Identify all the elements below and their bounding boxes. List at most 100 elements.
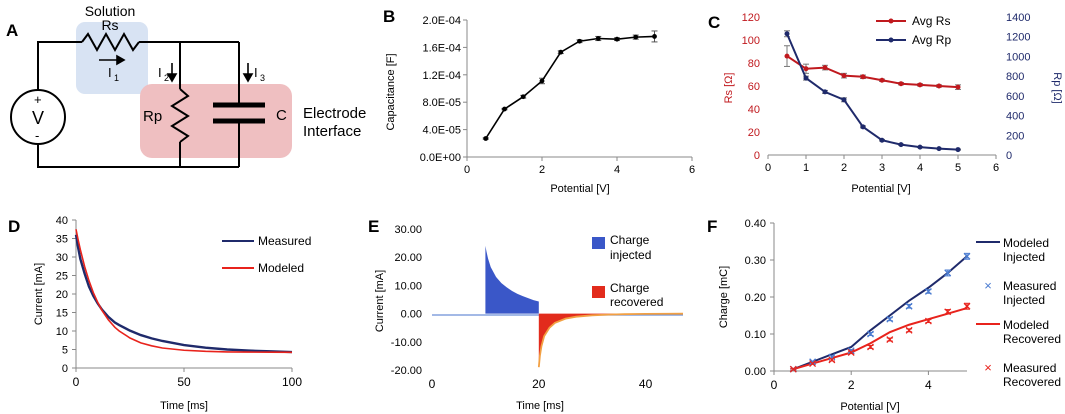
c-rp-data-point-1	[803, 75, 809, 81]
c-rp-series-line	[786, 33, 959, 151]
f-y-tick-label-4: 0.40	[745, 218, 766, 230]
f-measured-injected-marker-2-stroke-b	[828, 353, 836, 361]
c-right-tick-label-5: 1000	[1006, 51, 1030, 63]
c-rp-data-point-7	[917, 144, 923, 150]
e-x-tick-label-0: 0	[429, 377, 436, 391]
f-measured-injected-marker-7	[924, 287, 932, 295]
d-y-axis-label: Current [mA]	[33, 263, 45, 325]
f-measured-injected-marker-1	[809, 358, 817, 366]
b-y-axis-label: Capacitance [F]	[385, 53, 397, 130]
f-measured-injected-marker-8	[944, 269, 952, 277]
c-right-tick-label-3: 600	[1006, 91, 1024, 103]
capacitor-label: C	[276, 107, 287, 124]
f-measured-recovered-marker-1-stroke-b	[809, 360, 817, 368]
panel-f-charge-chart: F Charge [mC] Potential [V] 0.00 0.10 0.20…	[707, 217, 1061, 413]
interface-label-line1: Electrode	[303, 105, 366, 122]
f-y-tick-label-1: 0.10	[745, 329, 766, 341]
f-measured-injected-marker-6	[905, 302, 913, 310]
f-x-tick-label-2: 4	[925, 378, 932, 392]
rs-resistor-symbol	[81, 31, 140, 53]
f-measured-recovered-marker-8	[944, 308, 952, 316]
e-recovered-edge-line	[537, 312, 684, 368]
d-x-axis-label: Time [ms]	[160, 400, 208, 412]
f-measured-recovered-marker-7	[924, 317, 932, 325]
c-left-tick-label-5: 100	[742, 35, 760, 47]
e-y-tick-label-1: -10.00	[391, 337, 422, 349]
c-left-axis-label: Rs [Ω]	[723, 73, 735, 104]
f-measured-injected-marker-3	[847, 347, 855, 355]
e-legend-recovered-line2: recovered	[610, 295, 663, 309]
b-data-point-2	[520, 94, 526, 100]
d-y-tick-label-6: 30	[56, 252, 68, 264]
f-modeled-injected-line	[792, 255, 968, 371]
b-y-tick-label-1: 4.0E-05	[422, 125, 461, 137]
c-rs-data-point-9	[955, 84, 961, 90]
panel-b-capacitance-chart: B Capacitance [F] Potential [V] 0.0E+00 4…	[383, 7, 695, 195]
f-legend-measured-injected-marker: ×	[984, 278, 992, 293]
c-x-axis-label: Potential [V]	[851, 183, 910, 195]
f-measured-recovered-marker-5	[886, 336, 894, 344]
b-data-point-0	[483, 136, 489, 141]
c-left-tick-label-0: 0	[754, 150, 760, 162]
d-legend-measured-label: Measured	[258, 234, 311, 248]
e-y-axis-label: Current [mA]	[374, 270, 386, 332]
panel-c-resistance-chart: C Rs [Ω] Rp [Ω] Potential [V] 0204060801…	[708, 12, 1063, 195]
d-y-tick-label-2: 10	[56, 326, 68, 338]
i1-arrow-head	[116, 54, 126, 66]
rp-resistor-symbol	[170, 88, 190, 143]
i3-arrow-head	[242, 73, 254, 83]
f-y-tick-label-2: 0.20	[745, 292, 766, 304]
b-y-tick-label-5: 2.0E-04	[422, 15, 461, 27]
c-left-tick-label-6: 120	[742, 12, 760, 24]
e-injected-area	[485, 245, 539, 314]
source-plus-sign: +	[34, 92, 42, 107]
c-x-tick-label-2: 2	[841, 162, 847, 174]
f-measured-injected-marker-2	[828, 353, 836, 361]
f-measured-recovered-marker-3	[847, 349, 855, 356]
i1-subscript: 1	[114, 73, 119, 83]
f-measured-injected-marker-9-stroke-b	[963, 252, 971, 260]
f-legend-measured-injected-line2: Injected	[1003, 293, 1045, 307]
b-x-tick-label-0: 0	[464, 164, 470, 176]
panel-d-current-chart: D Current [mA] Time [ms] 0 5 10 15 20 25 30 35 4…	[8, 215, 311, 412]
c-legend: Avg Rs Avg Rp	[876, 14, 951, 47]
f-legend-measured-recovered-line2: Recovered	[1003, 375, 1061, 389]
f-measured-recovered-marker-1	[809, 360, 817, 368]
i2-arrow-head	[166, 73, 178, 83]
f-legend-measured-recovered-line1: Measured	[1003, 361, 1056, 375]
c-right-tick-label-2: 400	[1006, 111, 1024, 123]
f-measured-recovered-marker-3-stroke-b	[847, 349, 855, 356]
f-measured-injected-marker-1-stroke-b	[809, 358, 817, 366]
i2-subscript: 2	[164, 73, 169, 83]
c-left-tick-label-1: 20	[748, 127, 760, 139]
panel-a-circuit: A Solution Rs I 1 I 2 I 3 + V - Rp C Ele…	[6, 3, 366, 168]
c-rs-data-point-0	[784, 53, 790, 59]
b-x-axis-label: Potential [V]	[550, 183, 609, 195]
voltage-source-symbol	[10, 89, 66, 145]
f-measured-recovered-marker-6-stroke-b	[905, 326, 913, 334]
b-y-tick-label-2: 8.0E-05	[422, 97, 461, 109]
b-x-tick-label-3: 6	[689, 164, 695, 176]
c-right-tick-label-7: 1400	[1006, 12, 1030, 24]
interface-label-line2: Interface	[303, 123, 361, 140]
f-legend-modeled-injected-line2: Injected	[1003, 250, 1045, 264]
b-y-tick-label-0: 0.0E+00	[420, 152, 461, 164]
f-measured-injected-marker-5-stroke-b	[886, 315, 894, 323]
f-x-tick-label-1: 2	[848, 378, 855, 392]
f-measured-recovered-marker-2	[828, 356, 836, 364]
f-measured-recovered-marker-2-stroke-b	[828, 356, 836, 364]
f-measured-injected-marker-9	[963, 252, 971, 260]
f-legend-measured-injected-line1: Measured	[1003, 279, 1056, 293]
c-x-tick-label-6: 6	[993, 162, 999, 174]
d-y-tick-label-3: 15	[56, 308, 68, 320]
d-x-tick-label-2: 100	[282, 375, 302, 389]
b-y-tick-label-4: 1.6E-04	[422, 42, 461, 54]
f-x-tick-label-0: 0	[771, 378, 778, 392]
f-measured-recovered-marker-5-stroke-b	[886, 336, 894, 344]
b-data-point-7	[614, 36, 620, 42]
c-x-tick-label-5: 5	[955, 162, 961, 174]
solution-region	[76, 22, 148, 94]
c-legend-rs-label: Avg Rs	[912, 14, 950, 28]
f-modeled-recovered-line	[793, 307, 968, 371]
